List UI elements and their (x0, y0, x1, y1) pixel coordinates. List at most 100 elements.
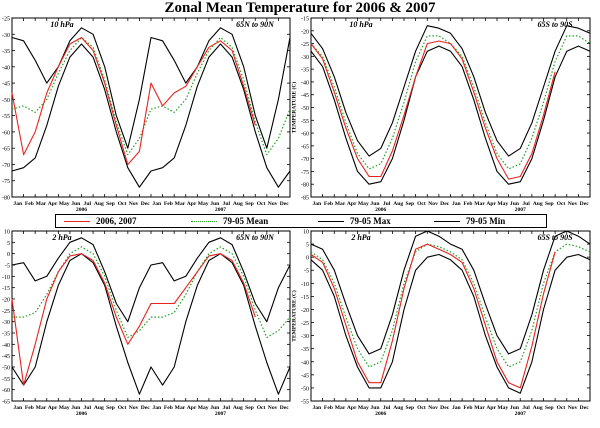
year-label: 2006 (76, 207, 87, 213)
x-tick-label: Mar (175, 201, 186, 207)
legend-swatch-2006-2007 (64, 221, 90, 222)
x-tick-label: Oct (557, 405, 566, 411)
y-tick-label: -55 (301, 400, 309, 406)
legend-label-2006-2007: 2006, 2007 (96, 216, 137, 226)
y-tick-label: 5 (306, 243, 309, 249)
x-tick-label: Jan (152, 201, 162, 207)
x-tick-label: Jul (522, 201, 530, 207)
x-tick-label: Jan (312, 201, 322, 207)
x-tick-label: Feb (25, 201, 34, 207)
x-tick-label: Sep (106, 201, 115, 207)
y-tick-label: -45 (301, 93, 309, 99)
x-tick-label: Sep (405, 201, 414, 207)
legend-label-mean: 79-05 Mean (223, 216, 269, 226)
y-tick-label: -65 (2, 400, 10, 406)
y-tick-label: -45 (301, 373, 309, 379)
y-axis-label: TEMPERATURE (C) (291, 82, 298, 134)
year-label: 2007 (215, 207, 226, 213)
x-tick-label: Aug (533, 405, 543, 411)
region-label: 65S to 90S (537, 20, 573, 29)
y-tick-label: -40 (2, 343, 10, 349)
x-tick-label: Jun (210, 201, 220, 207)
x-tick-label: Dec (141, 201, 151, 207)
pressure-label: 10 hPa (50, 20, 73, 29)
x-tick-label: Feb (324, 201, 333, 207)
series-line-79-05-min (11, 253, 291, 395)
x-tick-label: Feb (463, 405, 472, 411)
y-tick-label: -40 (301, 360, 309, 366)
y-tick-label: -10 (301, 282, 309, 288)
chart-panel-3: -65-60-55-50-45-40-35-30-25-20-15-10-505… (2, 230, 291, 417)
series-line-79-05-max (11, 27, 291, 149)
x-tick-label: Mar (36, 201, 47, 207)
x-tick-label: Sep (545, 201, 554, 207)
x-tick-label: Nov (129, 201, 139, 207)
x-tick-label: Jan (452, 201, 462, 207)
y-tick-label: -15 (2, 286, 10, 292)
x-tick-label: May (358, 201, 369, 207)
x-tick-label: Oct (257, 405, 266, 411)
y-tick-label: 0 (7, 252, 10, 258)
y-tick-label: -5 (304, 269, 309, 275)
x-tick-label: Jul (522, 405, 530, 411)
series-line-79-05-max (310, 25, 591, 157)
x-tick-label: Feb (463, 201, 472, 207)
y-tick-label: -10 (2, 275, 10, 281)
y-tick-label: -35 (2, 49, 10, 55)
x-tick-label: Sep (545, 405, 554, 411)
y-tick-label: -5 (5, 264, 10, 270)
x-tick-label: Jul (223, 201, 231, 207)
y-tick-label: -50 (301, 386, 309, 392)
x-tick-label: Jan (312, 405, 322, 411)
x-tick-label: Jun (370, 405, 380, 411)
x-tick-label: Apr (486, 201, 496, 207)
y-tick-label: -45 (2, 82, 10, 88)
x-tick-label: Jun (510, 201, 520, 207)
y-tick-label: -30 (301, 334, 309, 340)
y-tick-label: -20 (2, 298, 10, 304)
x-tick-label: Jun (370, 201, 380, 207)
region-label: 65S to 90S (537, 233, 573, 242)
x-tick-label: Dec (141, 405, 151, 411)
x-tick-label: Oct (417, 405, 426, 411)
y-tick-label: -30 (301, 55, 309, 61)
year-label: 2006 (375, 207, 386, 213)
x-tick-label: Apr (347, 405, 357, 411)
series-line-79-05-max (310, 230, 591, 355)
series-line-2006-2007 (11, 253, 256, 386)
x-tick-label: Sep (405, 405, 414, 411)
series-line-2006-2007 (310, 40, 556, 180)
x-tick-label: Dec (440, 405, 450, 411)
legend-swatch-mean (191, 221, 217, 222)
y-tick-label: -75 (301, 170, 309, 176)
x-tick-label: Dec (440, 201, 450, 207)
y-tick-label: -55 (2, 114, 10, 120)
x-tick-label: Aug (94, 201, 104, 207)
x-tick-label: Apr (187, 201, 197, 207)
region-label: 65N to 90N (236, 233, 275, 242)
x-tick-label: Dec (580, 405, 590, 411)
year-label: 2006 (375, 411, 386, 417)
pressure-label: 10 hPa (349, 20, 372, 29)
x-tick-label: Nov (428, 201, 438, 207)
y-tick-label: -85 (301, 196, 309, 202)
x-tick-label: May (59, 405, 70, 411)
x-tick-label: Sep (245, 201, 254, 207)
legend-label-min: 79-05 Min (466, 216, 506, 226)
x-tick-label: Nov (568, 405, 578, 411)
x-tick-label: May (59, 201, 70, 207)
x-tick-label: Mar (474, 405, 485, 411)
x-tick-label: Nov (268, 201, 278, 207)
chart-panel-2: -85 -80 -75 -70 -65 -60 -55 -50 -45 -40 -35 -30 -25 -… (291, 17, 591, 213)
y-tick-label: -60 (301, 132, 309, 138)
series-line-79-05-mean (310, 243, 591, 368)
x-tick-label: Nov (428, 405, 438, 411)
series-line-2006-2007 (310, 243, 556, 389)
y-tick-label: -50 (2, 98, 10, 104)
series-line-79-05-mean (12, 246, 291, 339)
x-tick-label: Mar (474, 201, 485, 207)
y-tick-label: -25 (301, 321, 309, 327)
year-label: 2007 (515, 207, 526, 213)
